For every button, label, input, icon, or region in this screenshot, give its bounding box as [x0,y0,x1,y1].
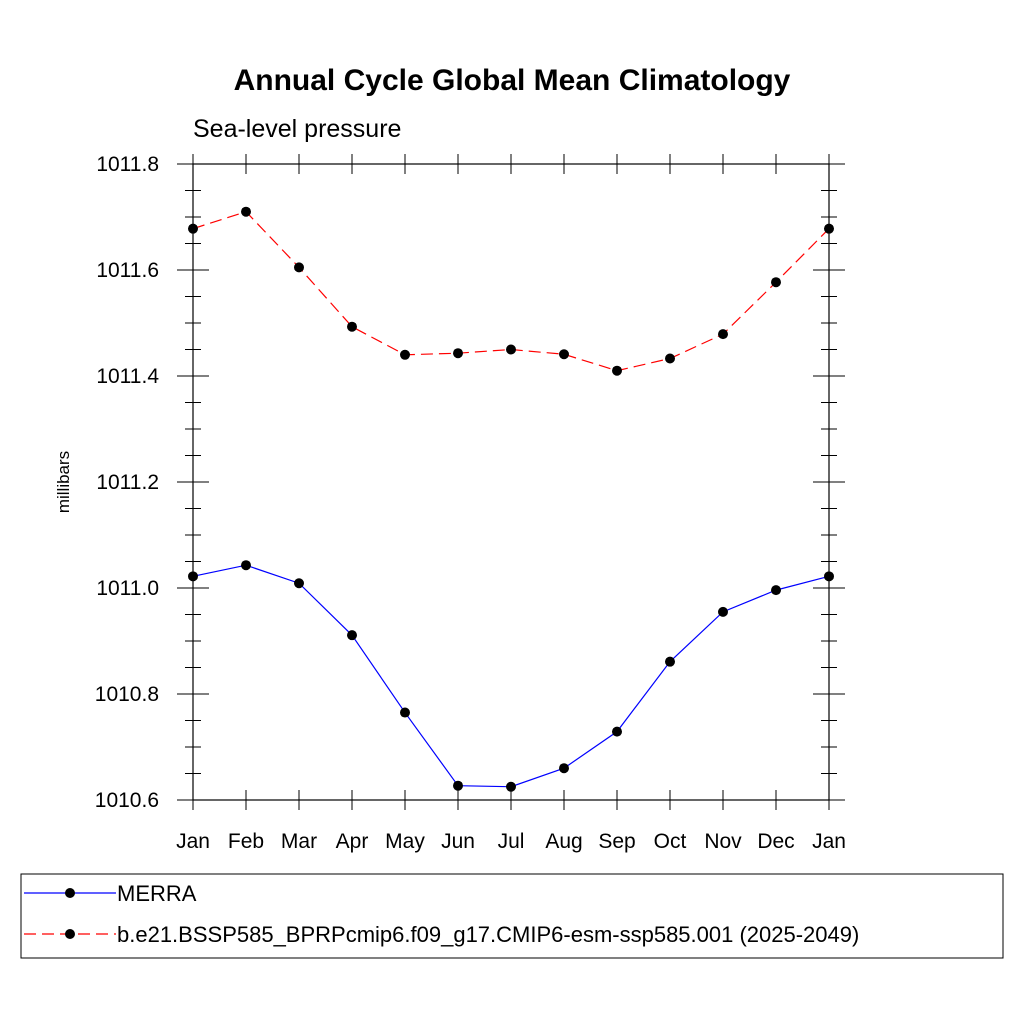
y-tick-label: 1011.2 [96,471,159,494]
axis-ticks: Jan Feb Mar Apr May Jun Jul Aug Sep Oct Nov Dec Jan 1… [95,153,846,853]
x-tick-label: Apr [336,830,369,853]
series-1-point [188,223,198,234]
y-tick-label: 1011.4 [96,365,159,388]
series-0-point [718,606,728,617]
series-0-point [347,630,357,641]
y-tick-label: 1010.6 [95,789,159,812]
chart-subtitle: Sea-level pressure [193,115,401,143]
y-tick-label: 1010.8 [95,683,159,706]
x-tick-label: Oct [654,830,687,853]
series-layer [188,206,834,792]
x-tick-label: Sep [598,830,635,853]
chart-title: Annual Cycle Global Mean Climatology [234,64,791,97]
y-axis-label: millibars [54,451,73,513]
legend-marker-1 [65,929,75,939]
series-1-point [718,329,728,340]
y-tick-label: 1011.0 [96,577,159,600]
series-1-point [559,349,569,360]
series-1-point [347,321,357,332]
series-0-point [559,763,569,774]
series-0-point [771,585,781,596]
series-1-point [824,223,834,234]
series-1-point [294,262,304,273]
x-tick-label: May [385,830,425,853]
y-tick-label: 1011.8 [96,153,159,176]
legend-label-1: b.e21.BSSP585_BPRPcmip6.f09_g17.CMIP6-es… [117,922,859,947]
x-tick-label: Jul [498,830,525,853]
x-tick-label: Jan [812,830,846,853]
legend-label-0: MERRA [117,881,197,906]
x-tick-label: Mar [281,830,317,853]
series-0-point [665,656,675,667]
series-0-point [294,578,304,589]
series-0-point [824,571,834,582]
series-1-point [453,348,463,359]
plot-frame [192,163,830,801]
series-0-point [400,707,410,718]
series-0-point [612,726,622,737]
legend-box [20,873,1004,959]
series-1-point [241,206,251,217]
series-1-point [506,344,516,355]
x-tick-label: Jun [441,830,475,853]
series-1-point [665,353,675,364]
series-0-point [506,781,516,792]
series-0-point [188,571,198,582]
x-tick-label: Jan [176,830,210,853]
series-1-point [400,349,410,360]
x-tick-label: Feb [228,830,264,853]
x-tick-label: Aug [545,830,582,853]
x-tick-label: Nov [704,830,742,853]
legend-marker-0 [65,888,75,898]
legend: MERRA b.e21.BSSP585_BPRPcmip6.f09_g17.CMI… [24,881,859,947]
series-0-point [241,560,251,571]
y-tick-label: 1011.6 [96,259,159,282]
series-1-point [771,277,781,288]
series-1-point [612,365,622,376]
x-tick-label: Dec [757,830,794,853]
series-0-point [453,780,463,791]
series-line-0 [192,564,830,788]
